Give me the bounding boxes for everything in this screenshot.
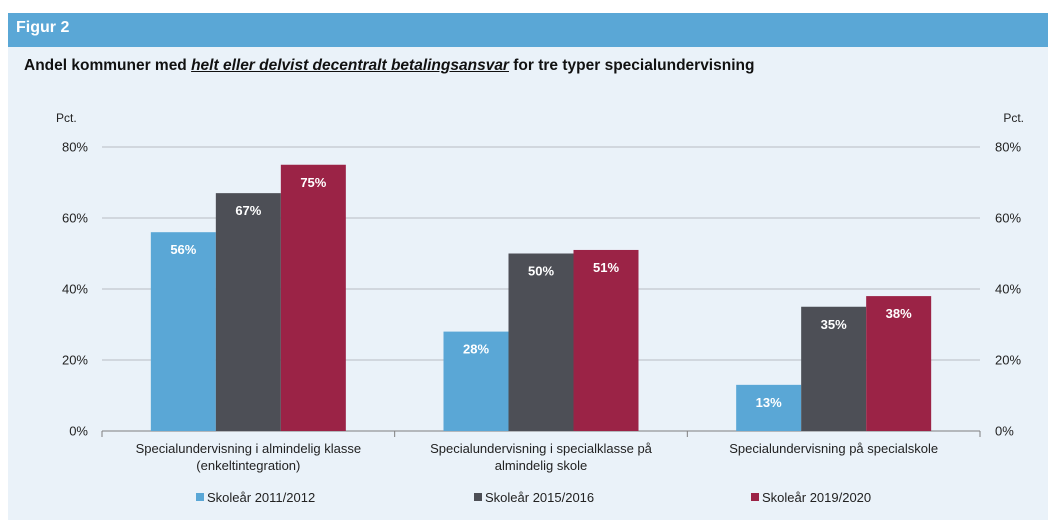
y-tick-label-right: 0% <box>995 424 1014 439</box>
legend-swatch <box>196 493 204 501</box>
y-axis-label-right: Pct. <box>1003 111 1024 125</box>
x-category-label: (enkeltintegration) <box>196 458 300 473</box>
legend-swatch <box>751 493 759 501</box>
bar-value-label: 50% <box>528 264 554 279</box>
bar <box>280 164 346 431</box>
figure-header: Figur 2 <box>8 13 1048 47</box>
bar-value-label: 28% <box>463 342 489 357</box>
bar <box>508 253 574 431</box>
bar-value-label: 67% <box>235 203 261 218</box>
bar-value-label: 51% <box>593 260 619 275</box>
bar <box>443 331 509 431</box>
bar <box>215 193 281 431</box>
chart-title-emphasis: helt eller delvist decentralt betalingsa… <box>191 57 509 74</box>
legend-label: Skoleår 2011/2012 <box>207 490 315 505</box>
y-tick-label-left: 60% <box>62 211 88 226</box>
bar <box>150 232 216 431</box>
bar <box>866 296 932 431</box>
bar-value-label: 13% <box>756 395 782 410</box>
x-category-label: Specialundervisning i almindelig klasse <box>136 441 361 456</box>
y-tick-label-right: 20% <box>995 353 1021 368</box>
bar <box>801 306 867 431</box>
bar-value-label: 75% <box>300 175 326 190</box>
bar-value-label: 38% <box>886 306 912 321</box>
y-tick-label-left: 20% <box>62 353 88 368</box>
y-tick-label-left: 80% <box>62 140 88 155</box>
legend-label: Skoleår 2015/2016 <box>485 490 594 505</box>
x-category-label: Specialundervisning i specialklasse på <box>430 441 653 456</box>
bar-value-label: 56% <box>170 242 196 257</box>
y-axis-label-left: Pct. <box>56 111 77 125</box>
chart-title-prefix: Andel kommuner med <box>24 57 192 74</box>
chart-title-suffix: for tre typer specialundervisning <box>508 57 755 74</box>
legend-label: Skoleår 2019/2020 <box>762 490 871 505</box>
bar <box>573 249 639 431</box>
bar-value-label: 35% <box>821 317 847 332</box>
y-tick-label-left: 0% <box>69 424 88 439</box>
y-tick-label-right: 40% <box>995 282 1021 297</box>
x-category-label: almindelig skole <box>495 458 588 473</box>
y-tick-label-right: 60% <box>995 211 1021 226</box>
chart-title: Andel kommuner med helt eller delvist de… <box>24 57 754 75</box>
bar <box>736 384 802 431</box>
y-tick-label-left: 40% <box>62 282 88 297</box>
y-tick-label-right: 80% <box>995 140 1021 155</box>
x-category-label: Specialundervisning på specialskole <box>729 441 938 456</box>
legend-swatch <box>474 493 482 501</box>
figure-label: Figur 2 <box>16 19 70 36</box>
